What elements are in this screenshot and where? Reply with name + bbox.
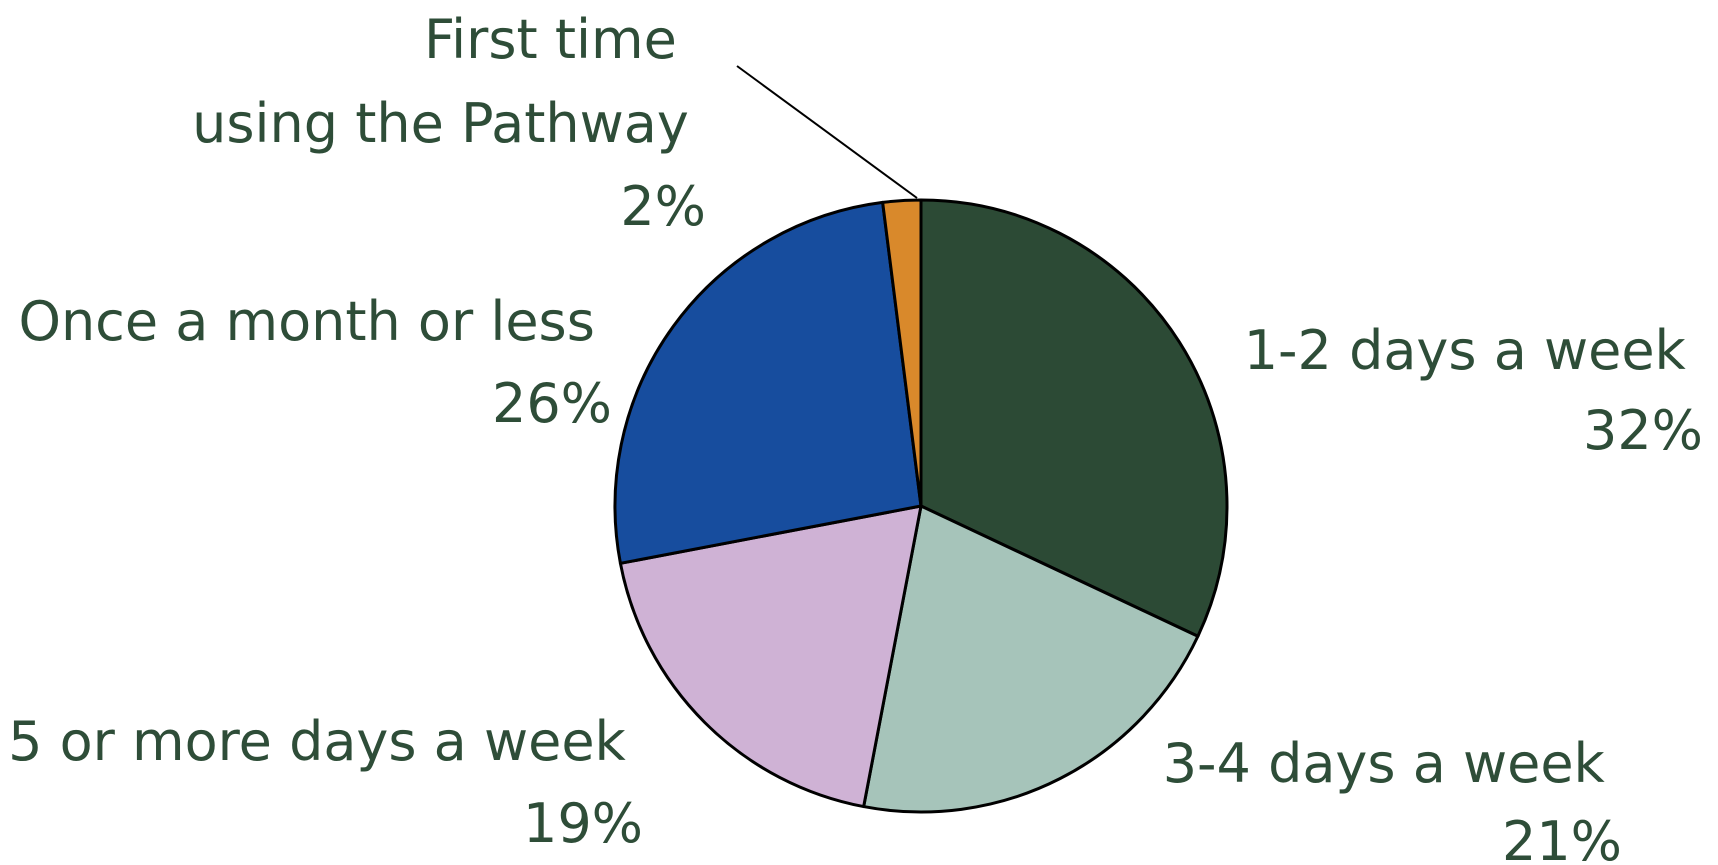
slice-label-first-time-line1: First time: [424, 8, 677, 71]
slice-label-once-a-month: Once a month or less 26%: [18, 290, 612, 435]
slice-label-5-or-more-days-name: 5 or more days a week: [8, 710, 626, 773]
pie-slice-first-time: [881, 198, 923, 508]
slice-label-once-a-month-value: 26%: [492, 372, 612, 435]
pie-slice-3-4-days: [862, 504, 1200, 814]
slice-label-5-or-more-days: 5 or more days a week 19%: [8, 710, 643, 855]
slice-label-once-a-month-name: Once a month or less: [18, 290, 594, 353]
pie-slice-1-2-days: [919, 198, 1229, 638]
slice-label-5-or-more-days-value: 19%: [523, 792, 643, 855]
slice-label-1-2-days-name: 1-2 days a week: [1244, 319, 1687, 382]
slice-label-3-4-days-value: 21%: [1502, 810, 1622, 865]
slice-label-first-time: First time using the Pathway 2%: [192, 8, 706, 238]
slice-label-1-2-days-value: 32%: [1583, 399, 1703, 462]
pie-slice-5-or-more-days: [618, 504, 923, 809]
leader-line-first-time: [736, 65, 918, 199]
slice-label-3-4-days-name: 3-4 days a week: [1163, 732, 1606, 795]
slice-label-first-time-line2: using the Pathway: [192, 92, 689, 155]
pie-slices: [613, 198, 1229, 814]
slice-label-1-2-days: 1-2 days a week 32%: [1244, 319, 1703, 462]
slice-label-first-time-value: 2%: [620, 175, 706, 238]
pie-slice-once-a-month: [613, 200, 923, 565]
slice-label-3-4-days: 3-4 days a week 21%: [1163, 732, 1622, 865]
